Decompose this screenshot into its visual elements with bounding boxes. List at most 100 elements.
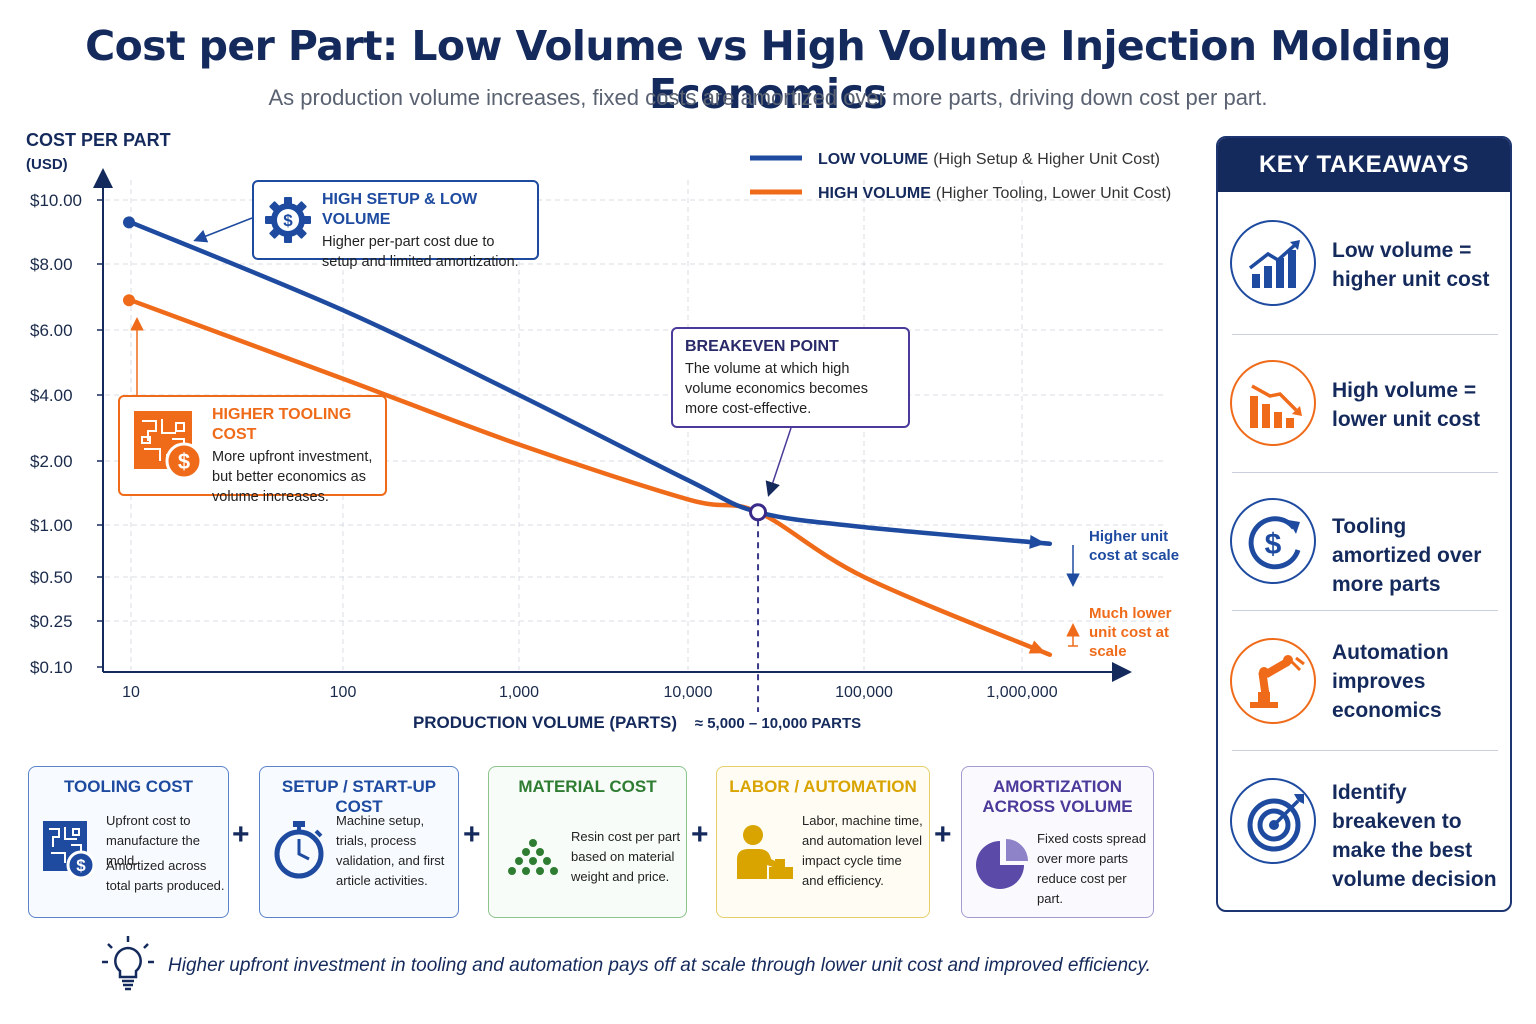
x-tick-label: 1,000,000 [986,684,1057,701]
takeaway-text: Automation improves economics [1332,641,1449,722]
takeaway-item: Low volume = higher unit cost [1230,198,1498,328]
x-tick-label: 10 [122,684,140,701]
x-axis-label: PRODUCTION VOLUME (PARTS) [413,713,677,732]
tooling-callout-body: More upfront investment, but better econ… [212,449,373,505]
y-tick-label: $4.00 [30,386,73,405]
pie-chart-icon [976,839,1028,889]
resin-pellets-icon [508,839,558,875]
cost-box-amortization: AMORTIZATION ACROSS VOLUME Fixed costs s… [961,766,1154,918]
tooling-callout: $ HIGHER TOOLING COST More upfront inves… [118,395,387,505]
cost-box-labor: LABOR / AUTOMATION Labor, machine time, … [716,766,930,918]
y-tick-label: $0.25 [30,612,73,631]
cost-box-material: MATERIAL COST Resin cost per part based … [488,766,687,918]
cost-box-body-2: Amortized across total parts produced. [106,858,225,893]
cost-box-title: MATERIAL COST [518,777,657,796]
y-tick-label: $6.00 [30,321,73,340]
breakeven-callout: BREAKEVEN POINT The volume at which high… [671,327,910,428]
worker-icon [737,825,793,879]
svg-text:$: $ [283,211,293,230]
x-tick-label: 100 [330,684,357,701]
cost-box-body: Labor, machine time, and automation leve… [802,813,923,888]
cost-box-title: TOOLING COST [63,777,194,796]
takeaway-item: Identify breakeven to make the best volu… [1230,756,1498,891]
x-tick-labels: 10 100 1,000 10,000 100,000 1,000,000 [122,684,1058,701]
much-lower-cost-note: Much lower unit cost at scale [1089,605,1172,660]
series-end-arrow [1028,640,1047,654]
takeaway-text: Low volume = higher unit cost [1332,239,1490,291]
svg-text:$: $ [1265,528,1282,561]
svg-text:$: $ [178,449,190,474]
y-axis-label: COST PER PART [26,130,171,150]
gear-dollar-icon: $ [265,197,311,243]
page-subtitle: As production volume increases, fixed co… [268,85,1268,110]
legend-label-high: HIGH VOLUME (Higher Tooling, Lower Unit C… [818,185,1171,202]
takeaway-text: Identify breakeven to make the best volu… [1332,781,1497,891]
cost-box-title: AMORTIZATION ACROSS VOLUME [982,777,1133,816]
takeaway-item: High volume = lower unit cost [1230,338,1498,468]
breakeven-callout-pointer [765,427,792,497]
setup-callout: $ HIGH SETUP & LOW VOLUME Higher per-par… [252,180,539,270]
divider [1232,334,1498,335]
y-tick-label: $0.50 [30,568,73,587]
breakeven-range-label: ≈ 5,000 – 10,000 PARTS [695,715,861,732]
stopwatch-icon [274,821,324,879]
breakeven-callout-body: The volume at which high volume economic… [685,361,868,417]
target-icon [1247,794,1304,852]
legend-label-low: LOW VOLUME (High Setup & Higher Unit Cost… [818,151,1160,168]
y-tick-label: $2.00 [30,452,73,471]
mold-icon: $ [43,821,96,880]
page-title: Cost per Part: Low Volume vs High Volume… [85,22,1451,118]
series-start-point [123,216,135,229]
bar-chart-up-icon [1248,240,1300,288]
key-takeaways-panel: KEY TAKEAWAYS Low volume = higher unit c… [1216,136,1512,912]
bar-chart-down-icon [1250,384,1302,428]
setup-callout-title: HIGH SETUP & LOW VOLUME [322,191,478,228]
cost-box-body: Resin cost per part based on material we… [571,829,681,884]
series-lines [123,216,1053,712]
takeaway-item: Automation improves economics [1230,616,1498,746]
key-takeaways-title: KEY TAKEAWAYS [1218,138,1510,192]
y-tick-label: $1.00 [30,516,73,535]
footer-note: Higher upfront investment in tooling and… [168,955,1151,976]
breakeven-point [749,503,768,522]
x-tick-label: 1,000 [499,684,539,701]
divider [1232,472,1498,473]
series-line-high-volume [128,298,1053,657]
plus-sign: + [691,818,709,851]
higher-unit-cost-note: Higher unit cost at scale [1089,528,1180,564]
series-end-arrow [1029,534,1046,549]
tooling-callout-title: HIGHER TOOLING COST [212,406,352,443]
plus-sign: + [934,818,952,851]
x-tick-label: 10,000 [664,684,713,701]
x-tick-label: 100,000 [835,684,893,701]
cost-box-tooling: TOOLING COST $ Upfront cost to manufactu… [28,766,229,918]
series-line-low-volume [128,220,1053,546]
takeaway-text: Tooling amortized over more parts [1332,515,1482,596]
setup-callout-pointer [193,217,253,243]
breakeven-callout-title: BREAKEVEN POINT [685,338,839,355]
divider [1232,610,1498,611]
divider [1232,750,1498,751]
mold-dollar-icon: $ [134,411,203,480]
cost-box-setup: SETUP / START-UP COST Machine setup, tri… [259,766,459,918]
y-tick-label: $8.00 [30,255,73,274]
y-axis-unit: (USD) [26,156,68,173]
cost-box-body: Machine setup, trials, process validatio… [336,813,445,888]
cost-box-title: SETUP / START-UP COST [281,777,437,816]
y-tick-labels: $0.10 $0.25 $0.50 $1.00 $2.00 $4.00 $6.00 $8.00… [30,191,103,677]
robot-arm-icon [1250,655,1305,708]
takeaway-text: High volume = lower unit cost [1332,379,1481,431]
takeaway-item: $ Tooling amortized over more parts [1230,476,1498,606]
series-start-point [123,294,135,307]
plus-sign: + [232,818,250,851]
y-tick-label: $0.10 [30,658,73,677]
plus-sign: + [463,818,481,851]
lightbulb-icon [102,936,154,991]
cost-box-body: Upfront cost to manufacture the mold. [106,813,200,868]
setup-callout-body: Higher per-part cost due to setup and li… [322,234,519,270]
cost-chart: COST PER PART (USD) $0.10 $0.25 $0.50 $1.00… [26,130,1171,732]
dollar-cycle-icon: $ [1248,516,1301,570]
cost-box-title: LABOR / AUTOMATION [729,777,917,796]
svg-text:$: $ [76,856,86,875]
y-tick-label: $10.00 [30,191,82,210]
